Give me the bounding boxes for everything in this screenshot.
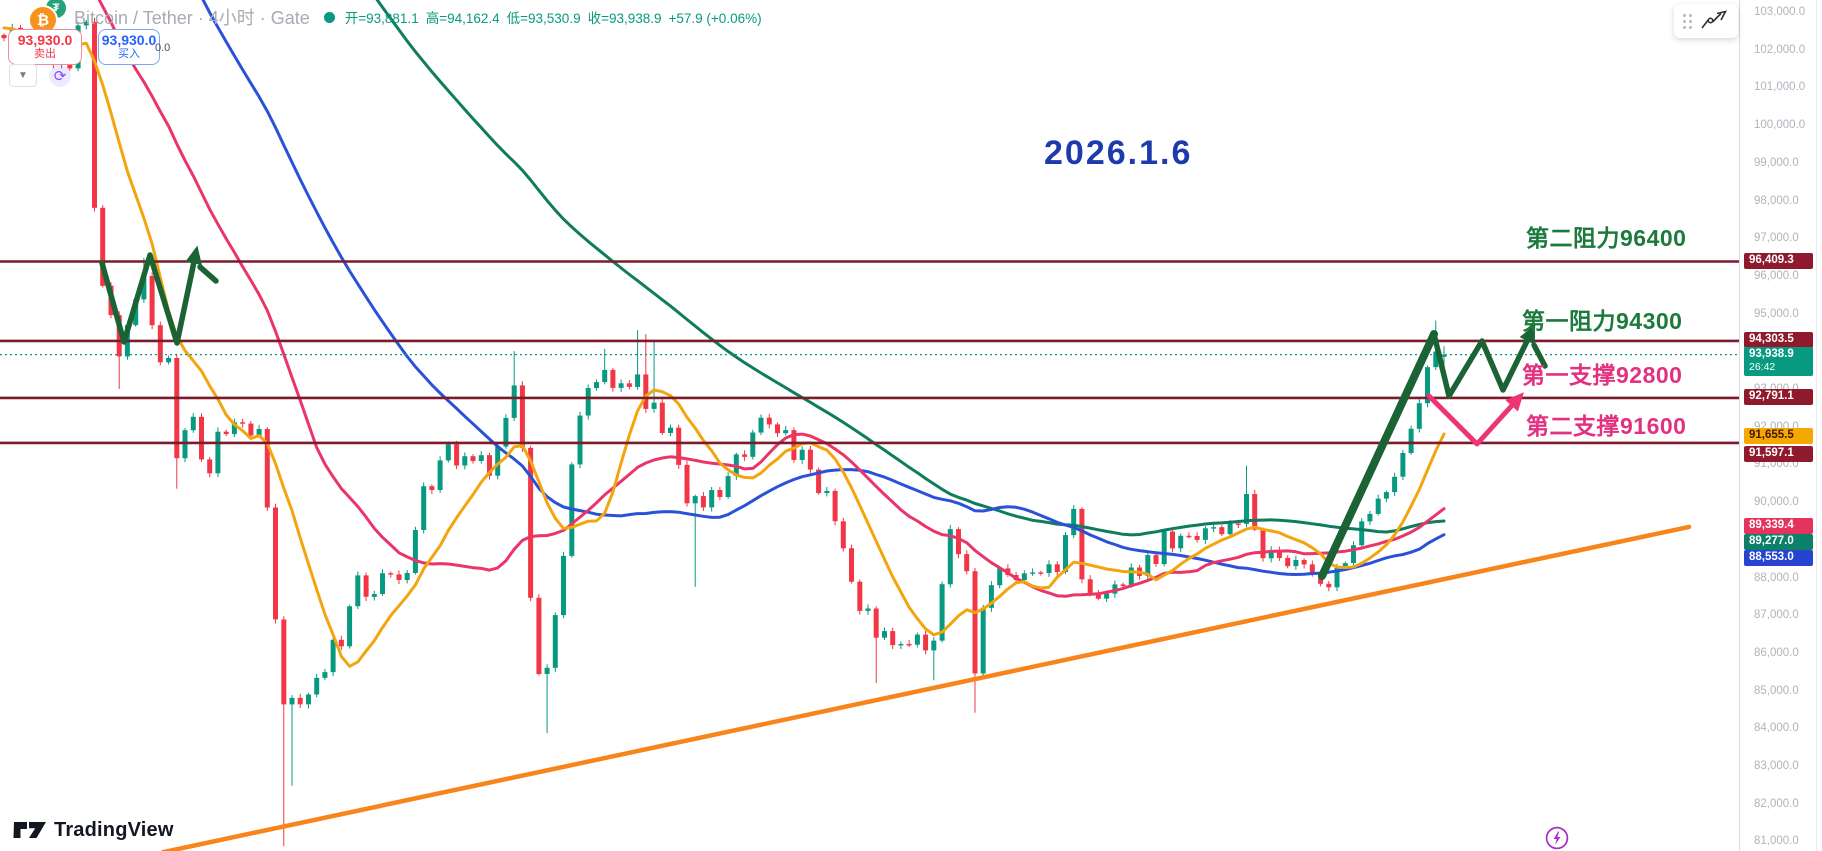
buy-price: 93,930.0 bbox=[101, 32, 157, 48]
ma-line-MA-slow-green bbox=[375, 0, 1446, 537]
price-tick: 99,000.0 bbox=[1754, 156, 1799, 169]
trendline-layer bbox=[161, 524, 1692, 851]
trade-panel: 93,930.0 卖出 93,930.0 买入 0.0 bbox=[8, 29, 181, 65]
ohlc-close: 收=93,938.9 bbox=[587, 11, 662, 26]
drawings-layer bbox=[99, 245, 1548, 580]
spread-value: 0.0 bbox=[155, 42, 171, 54]
price-label-chip: 89,339.4 bbox=[1744, 517, 1813, 534]
price-label-chip: 94,303.5 bbox=[1744, 331, 1813, 348]
ma-line-MA-fast-yellow bbox=[2, 26, 1446, 668]
price-tick: 81,000.0 bbox=[1754, 835, 1799, 848]
price-tick: 98,000.0 bbox=[1754, 194, 1799, 207]
price-tick: 88,000.0 bbox=[1754, 571, 1799, 584]
price-label-chip: 91,655.5 bbox=[1744, 427, 1813, 444]
sell-label: 卖出 bbox=[34, 48, 56, 60]
support1-label: 第一支撑92800 bbox=[1522, 362, 1683, 388]
drag-handle-icon[interactable] bbox=[1683, 13, 1692, 29]
price-tick: 83,000.0 bbox=[1754, 760, 1799, 772]
buy-button[interactable]: 93,930.0 买入 bbox=[98, 29, 160, 65]
date-annotation: 2026.1.6 bbox=[1044, 134, 1193, 172]
ohlc-high: 高=94,162.4 bbox=[425, 11, 500, 26]
support2-label: 第二支撑91600 bbox=[1526, 413, 1687, 439]
resistance2-label: 第二阻力96400 bbox=[1526, 225, 1687, 251]
price-tick: 103,000.0 bbox=[1754, 6, 1806, 18]
price-tick: 90,000.0 bbox=[1754, 496, 1799, 509]
zigzag-drawing[interactable] bbox=[1318, 330, 1438, 580]
ohlc-change: +57.9 (+0.06%) bbox=[668, 11, 762, 26]
price-label-chip: 88,553.0 bbox=[1744, 549, 1813, 566]
ascending-trendline[interactable] bbox=[161, 524, 1692, 851]
ma-line-MA-blue bbox=[201, 0, 1446, 576]
replay-icon[interactable]: ⟳ bbox=[49, 64, 71, 87]
sell-price: 93,930.0 bbox=[17, 32, 73, 48]
price-tick: 102,000.0 bbox=[1754, 43, 1806, 56]
price-tick: 85,000.0 bbox=[1754, 684, 1799, 697]
price-tick: 97,000.0 bbox=[1754, 232, 1799, 245]
price-label-chip: 96,409.3 bbox=[1744, 252, 1813, 269]
trendline-tool-icon[interactable] bbox=[1699, 9, 1729, 33]
ohlc-low: 低=93,530.9 bbox=[506, 11, 581, 26]
symbol-title[interactable]: Bitcoin / Tether · 4小时 · Gate bbox=[74, 8, 310, 28]
price-axis[interactable]: 103,000.0 102,000.0 101,000.0 100,000.0 99,0… bbox=[1739, 0, 1822, 851]
price-label-chip: 89,277.0 bbox=[1744, 533, 1813, 550]
price-tick: 84,000.0 bbox=[1754, 722, 1799, 735]
ohlc-values: 开=93,881.1 高=94,162.4 低=93,530.9 收=93,938.9… bbox=[345, 7, 769, 27]
zigzag-drawing[interactable] bbox=[1431, 331, 1533, 399]
pair-icon: ₮ ₿ bbox=[26, 0, 70, 35]
resistance1-label: 第一阻力94300 bbox=[1522, 308, 1683, 334]
price-tick: 82,000.0 bbox=[1754, 797, 1799, 810]
instant-order-lightning-icon[interactable] bbox=[1545, 826, 1569, 850]
price-label-chip: 93,938.9 26:42 bbox=[1744, 346, 1813, 376]
candles-layer bbox=[1, 17, 1447, 847]
price-tick: 95,000.0 bbox=[1754, 307, 1799, 320]
zigzag-drawing[interactable] bbox=[99, 252, 198, 346]
price-label-chip: 92,791.1 bbox=[1744, 388, 1813, 405]
price-tick: 100,000.0 bbox=[1754, 119, 1806, 132]
tradingview-logo[interactable]: TradingView bbox=[13, 817, 174, 843]
symbol-legend[interactable]: ₮ ₿ Bitcoin / Tether · 4小时 · Gate 开=93,8… bbox=[26, 0, 769, 35]
collapse-panel-button[interactable]: ▼ bbox=[9, 64, 37, 87]
ma-line-MA-pink bbox=[97, 0, 1446, 598]
price-tick: 101,000.0 bbox=[1754, 81, 1806, 94]
zigzag-drawing[interactable] bbox=[1426, 393, 1519, 447]
ohlc-open: 开=93,881.1 bbox=[344, 11, 419, 26]
moving-averages-layer bbox=[2, 0, 1446, 668]
tradingview-mark-icon bbox=[13, 822, 46, 838]
price-tick: 86,000.0 bbox=[1754, 646, 1799, 659]
sell-button[interactable]: 93,930.0 卖出 bbox=[8, 29, 82, 65]
market-status-icon bbox=[323, 11, 335, 23]
chevron-down-icon: ▼ bbox=[18, 70, 28, 81]
price-tick: 96,000.0 bbox=[1754, 269, 1799, 282]
price-label-chip: 91,597.1 bbox=[1744, 445, 1813, 462]
price-tick: 87,000.0 bbox=[1754, 609, 1799, 622]
floating-draw-toolbar[interactable] bbox=[1674, 4, 1738, 38]
buy-label: 买入 bbox=[118, 48, 140, 60]
tradingview-wordmark: TradingView bbox=[54, 818, 174, 841]
